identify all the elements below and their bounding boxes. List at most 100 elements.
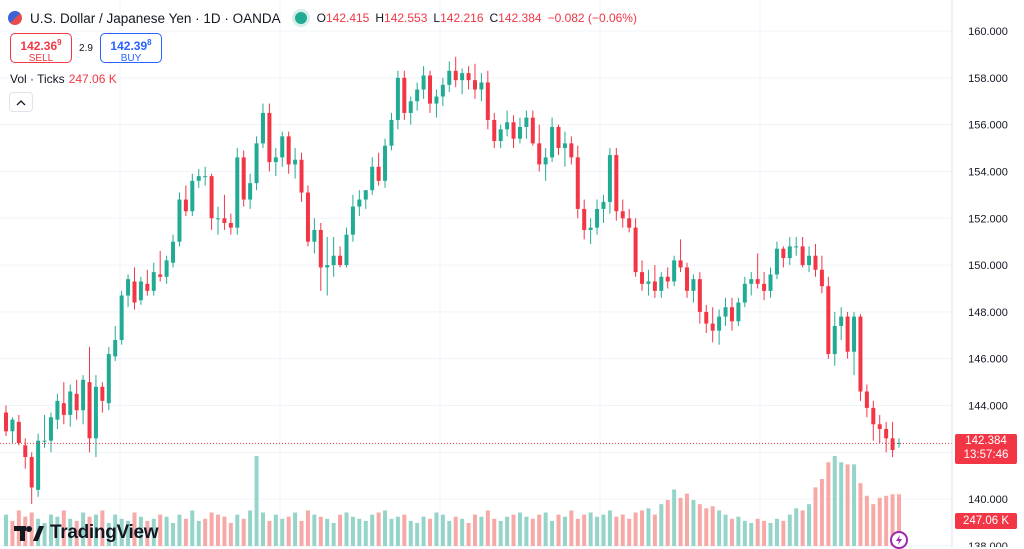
volume-bar <box>299 520 304 546</box>
volume-bar <box>23 516 28 546</box>
candle-body <box>171 241 176 263</box>
tradingview-logo[interactable]: TradingView <box>14 522 159 544</box>
candle-body <box>370 166 375 191</box>
volume-bar <box>132 512 137 546</box>
symbol-title[interactable]: U.S. Dollar / Japanese Yen · 1D · OANDA <box>30 10 281 26</box>
candle-body <box>472 80 477 90</box>
candle-body <box>479 82 484 90</box>
candle-body <box>126 279 131 296</box>
volume-bar <box>370 514 375 546</box>
volume-bar <box>485 510 490 546</box>
candle-body <box>402 77 407 113</box>
candle-body <box>132 281 137 303</box>
volume-bar <box>723 514 728 546</box>
market-open-dot-icon[interactable] <box>294 12 307 24</box>
candle-body <box>871 407 876 425</box>
volume-bar <box>222 516 227 546</box>
price-axis-tick: 144.000 <box>968 401 1008 413</box>
volume-bar <box>858 483 863 546</box>
volume-indicator-label: Vol · Ticks <box>10 72 65 86</box>
candle-body <box>813 255 818 270</box>
candle-body <box>113 340 118 357</box>
volume-bar <box>68 518 73 546</box>
volume-bar <box>871 504 876 546</box>
volume-bar <box>755 518 760 546</box>
lightning-icon[interactable] <box>890 531 908 549</box>
volume-indicator-legend[interactable]: Vol · Ticks 247.06 K <box>10 72 117 86</box>
volume-bar <box>530 518 535 546</box>
volume-bar <box>839 462 844 546</box>
sell-button[interactable]: 142.369 SELL <box>10 33 72 64</box>
volume-bar <box>704 508 709 546</box>
volume-bar <box>479 516 484 546</box>
volume-bar <box>717 510 722 546</box>
candle-body <box>588 227 593 230</box>
candle-body <box>755 279 760 284</box>
price-axis-tick: 160.000 <box>968 26 1008 38</box>
volume-bar <box>183 518 188 546</box>
candle-body <box>460 73 465 81</box>
collapse-legend-button[interactable] <box>9 92 33 112</box>
candle-body <box>807 255 812 266</box>
candle-body <box>389 119 394 146</box>
price-axis-tick: 148.000 <box>968 307 1008 319</box>
candle-body <box>16 421 21 443</box>
candle-body <box>627 218 632 228</box>
candle-body <box>235 157 240 228</box>
candle-body <box>704 311 709 324</box>
volume-bar <box>4 514 8 546</box>
price-axis-tick: 146.000 <box>968 354 1008 366</box>
candle-body <box>601 201 606 209</box>
volume-indicator-value: 247.06 K <box>68 72 117 86</box>
ohlc-open: O142.415 <box>316 11 370 25</box>
volume-bar <box>158 514 163 546</box>
candle-body <box>48 417 53 441</box>
candle-body <box>633 227 638 273</box>
candle-body <box>819 269 824 287</box>
spread-value: 2.9 <box>79 42 93 54</box>
volume-bar <box>646 508 651 546</box>
volume-bar <box>350 516 355 546</box>
volume-bar <box>447 520 452 546</box>
candle-body <box>530 117 535 144</box>
volume-bar <box>697 504 702 546</box>
candle-body <box>248 183 253 200</box>
candle-body <box>305 192 310 242</box>
volume-bar <box>678 497 683 546</box>
volume-bar <box>55 516 60 546</box>
volume-bar <box>126 520 131 546</box>
volume-bar <box>762 520 767 546</box>
candle-body <box>543 157 548 165</box>
volume-bar <box>640 510 645 546</box>
candle-body <box>325 265 330 268</box>
volume-bar <box>826 462 831 546</box>
candle-body <box>318 229 323 268</box>
price-axis-tick: 150.000 <box>968 260 1008 272</box>
volume-bar <box>293 512 298 546</box>
candle-body <box>228 222 233 228</box>
candle-body <box>415 89 420 102</box>
candle-body <box>254 143 259 184</box>
volume-bar <box>338 514 343 546</box>
candle-body <box>717 316 722 331</box>
volume-bar <box>562 516 567 546</box>
candle-body <box>575 157 580 209</box>
buy-button[interactable]: 142.398 BUY <box>100 33 162 64</box>
candle-body <box>485 82 490 120</box>
volume-bar <box>267 520 272 546</box>
volume-bar <box>363 520 368 546</box>
volume-bar <box>235 514 240 546</box>
volume-bar <box>428 518 433 546</box>
volume-bar <box>659 504 664 546</box>
volume-bar <box>357 518 362 546</box>
candle-body <box>646 281 651 284</box>
candle-body <box>537 143 542 165</box>
volume-bar <box>440 514 445 546</box>
candle-body <box>293 159 298 165</box>
volume-bar <box>684 493 689 546</box>
last-price-value: 142.384 <box>965 435 1007 447</box>
volume-bar <box>749 522 754 546</box>
candle-body <box>87 382 92 439</box>
volume-bar <box>254 456 259 546</box>
